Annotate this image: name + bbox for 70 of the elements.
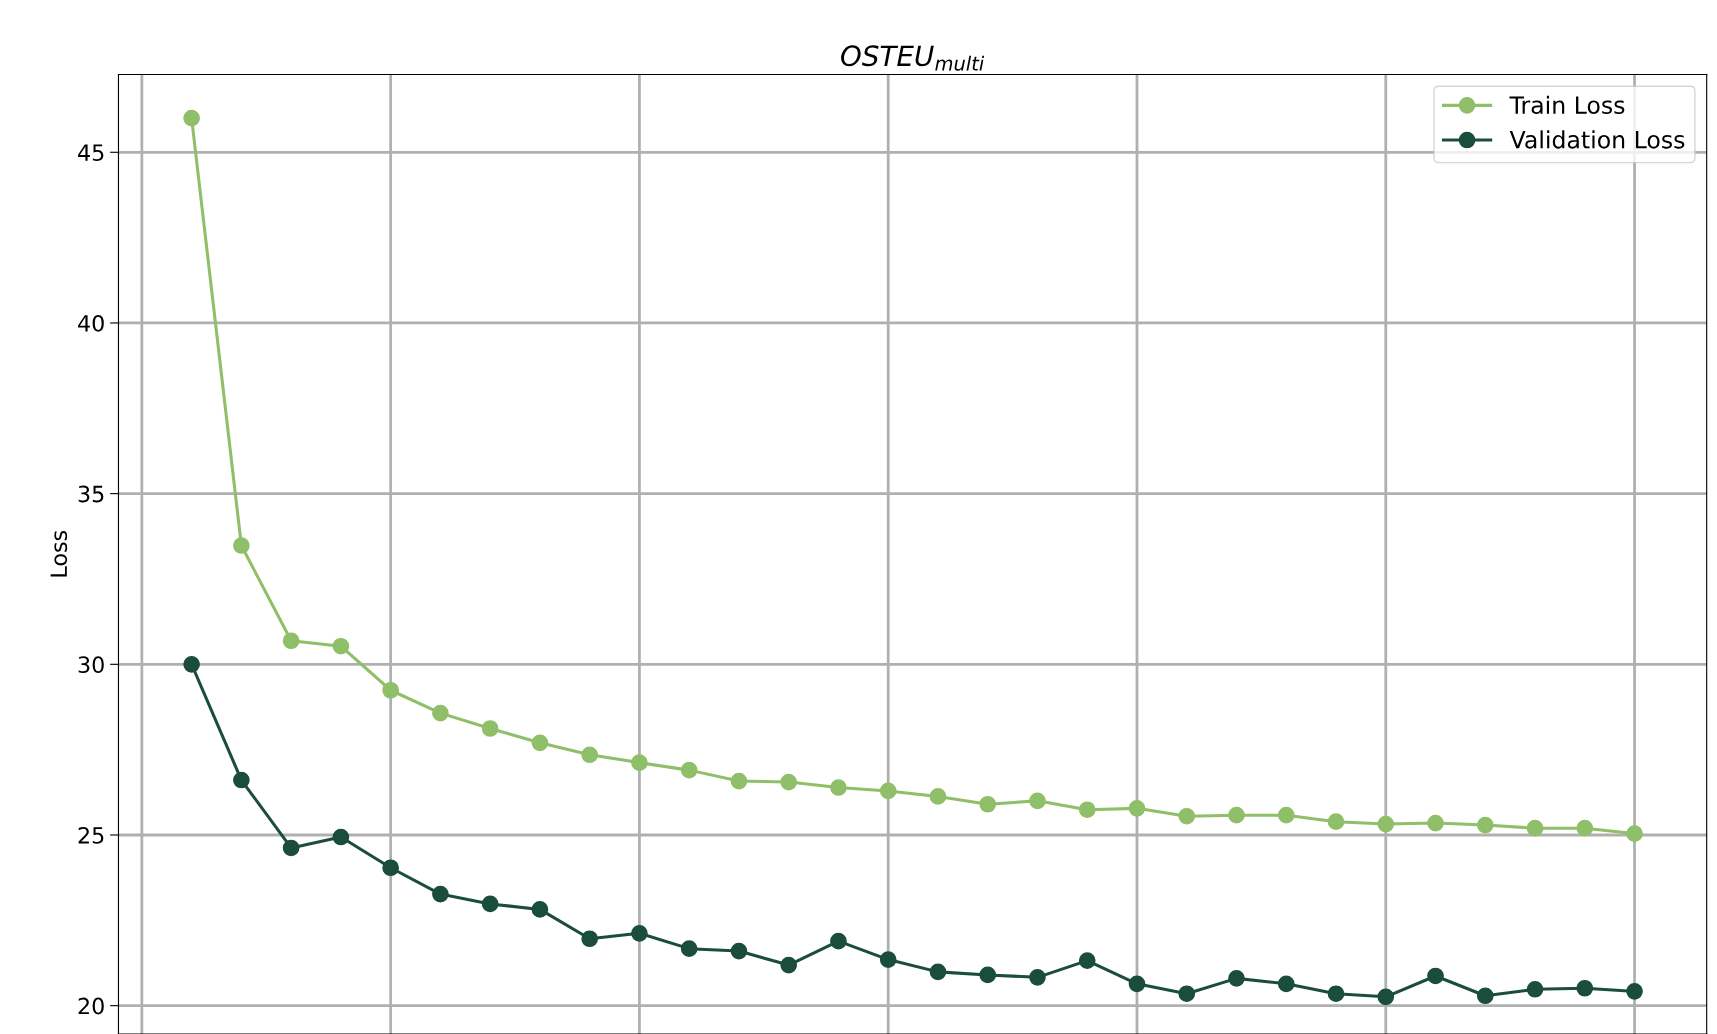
point	[879, 782, 897, 800]
point	[1128, 975, 1146, 993]
point	[1277, 975, 1295, 993]
point	[680, 940, 698, 957]
point	[1576, 979, 1594, 997]
point	[432, 704, 449, 722]
point	[680, 761, 698, 779]
point	[1178, 807, 1196, 825]
point	[730, 772, 748, 790]
point	[1029, 792, 1046, 810]
y-tick-label: 45	[78, 144, 104, 162]
point	[1377, 815, 1395, 833]
point	[282, 839, 300, 857]
point	[332, 637, 350, 655]
point	[233, 771, 250, 789]
point	[1427, 814, 1444, 832]
point	[1626, 825, 1643, 842]
point	[979, 966, 997, 984]
point	[531, 734, 549, 752]
legend-label: Train Loss	[1509, 95, 1625, 114]
point	[631, 754, 648, 771]
point	[332, 828, 350, 846]
point	[1427, 967, 1444, 985]
point	[1377, 988, 1395, 1006]
point	[481, 720, 499, 737]
y-tick-label: 30	[78, 656, 104, 674]
point	[233, 537, 250, 554]
y-tick-label: 25	[78, 826, 104, 844]
point	[1228, 806, 1245, 824]
point	[1228, 970, 1245, 987]
point	[1476, 816, 1494, 834]
point	[929, 788, 947, 805]
point	[1078, 952, 1096, 969]
point	[1327, 985, 1345, 1003]
point	[879, 951, 897, 968]
y-tick-label: 35	[78, 485, 104, 503]
point	[1178, 985, 1196, 1003]
point	[531, 901, 549, 918]
point	[282, 632, 300, 650]
point	[183, 109, 200, 127]
point	[581, 746, 599, 764]
point	[730, 942, 748, 960]
point	[1526, 819, 1544, 837]
point	[432, 885, 449, 903]
point	[979, 795, 997, 813]
y-axis-title: Loss	[50, 530, 68, 577]
y-tick-label: 20	[78, 997, 104, 1015]
point	[382, 681, 399, 699]
point	[631, 924, 648, 942]
point	[1576, 819, 1594, 837]
point	[1327, 813, 1345, 831]
point	[1078, 801, 1096, 819]
chart-title: OSTEU$_{multi}$	[841, 45, 985, 71]
point	[183, 655, 200, 673]
point	[1128, 800, 1146, 817]
point	[1029, 969, 1046, 986]
point	[780, 956, 798, 974]
point	[1476, 987, 1494, 1005]
point	[780, 773, 798, 791]
point	[1626, 982, 1643, 1000]
point	[830, 932, 847, 950]
point	[1526, 980, 1544, 998]
point	[481, 895, 499, 913]
y-tick-label: 40	[78, 314, 104, 332]
legend-label: Validation Loss	[1509, 130, 1685, 149]
point	[929, 963, 947, 981]
point	[581, 930, 599, 948]
point	[830, 779, 847, 796]
point	[382, 859, 399, 877]
point	[1277, 806, 1295, 824]
